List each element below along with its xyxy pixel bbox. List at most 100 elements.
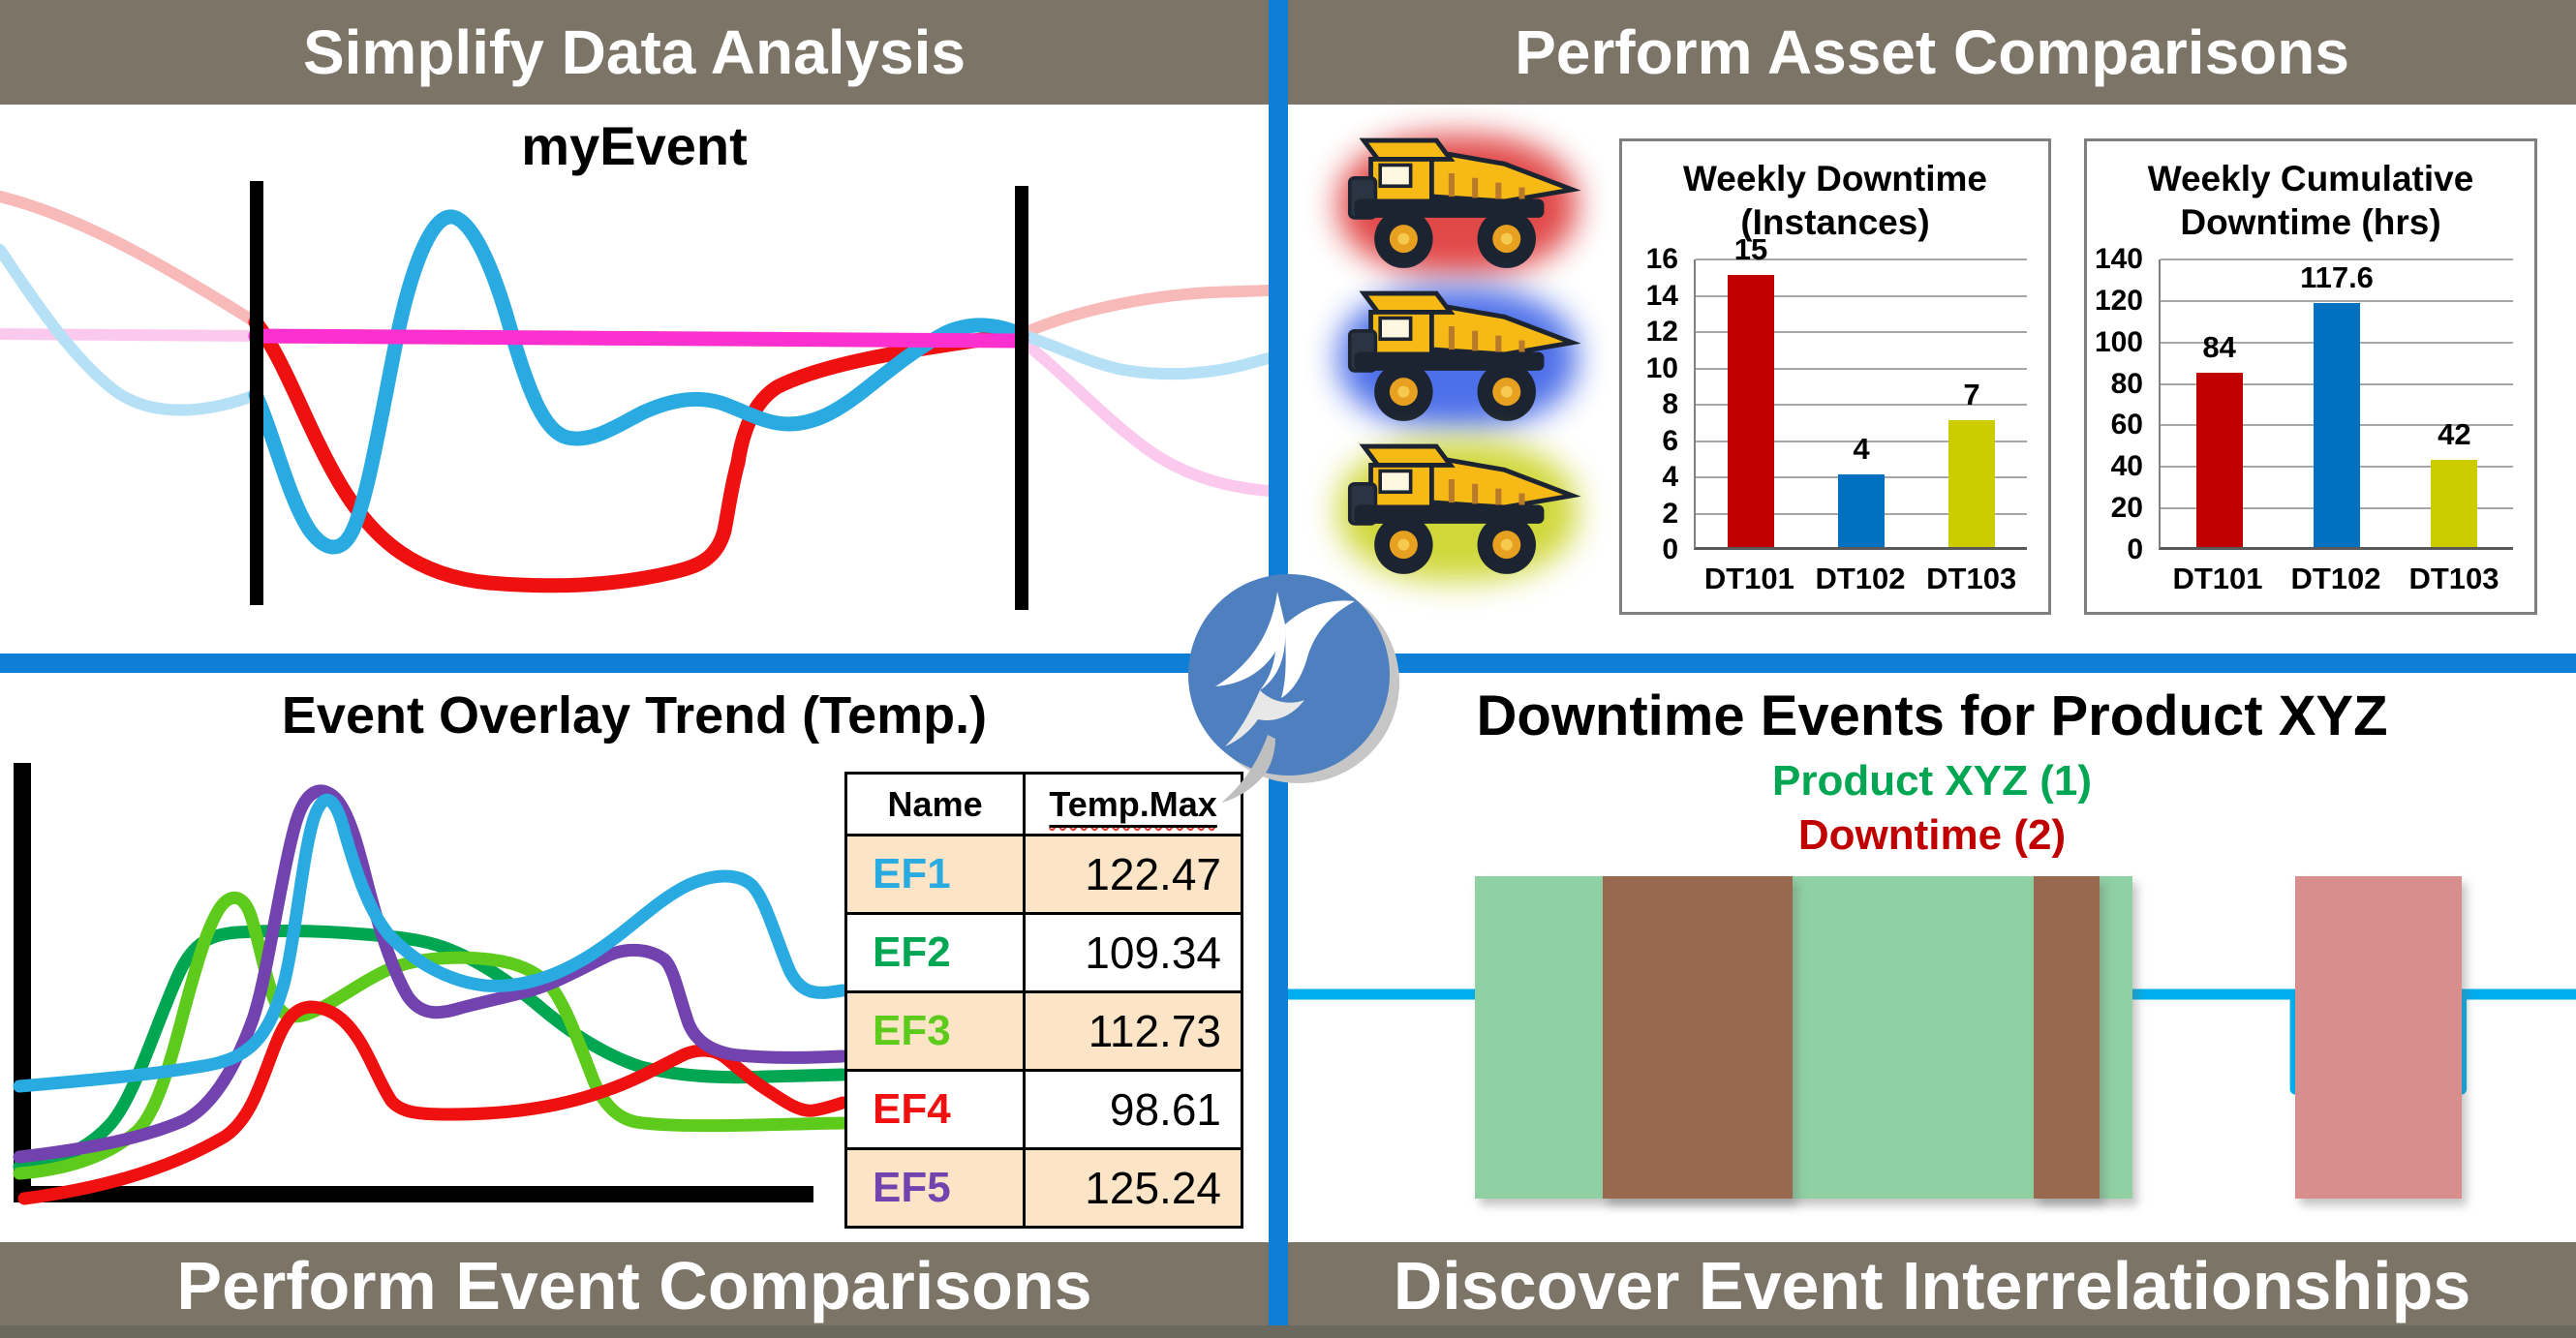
event-start-marker bbox=[250, 181, 263, 605]
product-run-region bbox=[1474, 876, 2133, 1199]
y-tick-label: 40 bbox=[2110, 450, 2143, 483]
downtime-timeline bbox=[1288, 871, 2576, 1230]
event-name: EF1 bbox=[843, 834, 1027, 915]
event-name: EF3 bbox=[843, 990, 1027, 1072]
table-row: EF1 122.47 bbox=[843, 834, 1243, 915]
x-tick-label: DT102 bbox=[2290, 562, 2381, 595]
bar-value-label: 42 bbox=[2438, 417, 2471, 451]
bar-DT102 bbox=[2314, 303, 2360, 547]
y-tick-label: 6 bbox=[1662, 424, 1678, 457]
plot-area: 84 117.6 42 bbox=[2159, 258, 2513, 550]
asset-truck-2 bbox=[1329, 282, 1586, 434]
y-tick-label: 14 bbox=[1645, 279, 1678, 312]
bar-DT102 bbox=[1838, 474, 1885, 547]
table-row: EF5 125.24 bbox=[843, 1147, 1243, 1229]
temp-max-value: 98.61 bbox=[1023, 1069, 1243, 1150]
gridline bbox=[1696, 331, 2027, 333]
gridline bbox=[2161, 258, 2513, 260]
y-axis: 0 2 4 6 8 10 12 14 16 bbox=[1632, 243, 1686, 565]
table-row: EF2 109.34 bbox=[843, 912, 1243, 993]
event-name: EF4 bbox=[843, 1069, 1027, 1150]
downtime-region bbox=[2295, 876, 2462, 1199]
x-axis-labels: DT101 DT102 DT103 bbox=[2159, 562, 2513, 596]
y-tick-label: 120 bbox=[2094, 284, 2143, 317]
column-header-temp-max: Temp.Max bbox=[1023, 772, 1243, 836]
gridline bbox=[2161, 299, 2513, 302]
event-overlay-trend-chart bbox=[13, 763, 849, 1205]
event-results-table: Name Temp.Max EF1 122.47 EF2 109.34 EF3 … bbox=[843, 772, 1243, 1229]
gridline bbox=[1696, 258, 2027, 260]
weekly-cumulative-downtime-chart: Weekly Cumulative Downtime (hrs) 0 20 40 60 8… bbox=[2084, 138, 2537, 615]
header-title: Simplify Data Analysis bbox=[302, 17, 966, 87]
downtime-overlap-region bbox=[1602, 876, 1794, 1199]
bar-DT103 bbox=[1948, 419, 1995, 547]
brand-logo bbox=[1188, 574, 1399, 803]
asset-truck-1 bbox=[1329, 129, 1586, 281]
asset-truck-3 bbox=[1329, 435, 1586, 587]
bar-value-label: 4 bbox=[1853, 432, 1870, 466]
header-title: Perform Asset Comparisons bbox=[1515, 17, 2349, 87]
x-axis-line bbox=[14, 1186, 813, 1202]
y-axis-line bbox=[14, 763, 31, 1201]
downtime-events-chart-title: Downtime Events for Product XYZ bbox=[1476, 684, 2388, 747]
y-tick-label: 20 bbox=[2110, 492, 2143, 525]
bar-DT101 bbox=[1727, 274, 1774, 547]
bottom-accent-strip bbox=[0, 1325, 2576, 1338]
gridline bbox=[1696, 367, 2027, 370]
y-tick-label: 100 bbox=[2094, 325, 2143, 358]
x-axis-labels: DT101 DT102 DT103 bbox=[1694, 562, 2027, 596]
bar-DT103 bbox=[2431, 460, 2478, 547]
y-tick-label: 140 bbox=[2094, 243, 2143, 275]
event-name: EF5 bbox=[843, 1147, 1027, 1229]
y-axis: 0 20 40 60 80 100 120 140 bbox=[2094, 243, 2151, 565]
bar-value-label: 84 bbox=[2202, 330, 2236, 364]
x-tick-label: DT102 bbox=[1815, 562, 1906, 595]
y-tick-label: 4 bbox=[1662, 461, 1678, 493]
temp-max-value: 122.47 bbox=[1023, 834, 1243, 915]
temp-max-value: 125.24 bbox=[1023, 1147, 1243, 1229]
bar-DT101 bbox=[2195, 373, 2243, 547]
table-row: EF4 98.61 bbox=[843, 1069, 1243, 1150]
gridline bbox=[1696, 294, 2027, 297]
table-header-row: Name Temp.Max bbox=[843, 772, 1243, 836]
y-tick-label: 12 bbox=[1645, 316, 1678, 348]
event-name: EF2 bbox=[843, 912, 1027, 993]
gridline bbox=[1696, 404, 2027, 406]
x-tick-label: DT103 bbox=[1926, 562, 2017, 595]
chart-title: Weekly Downtime (Instances) bbox=[1683, 159, 1987, 243]
dump-truck-icon bbox=[1329, 129, 1586, 281]
event-overlay-chart-title: Event Overlay Trend (Temp.) bbox=[281, 686, 988, 745]
downtime-overlap-region bbox=[2034, 876, 2100, 1199]
dump-truck-icon bbox=[1329, 282, 1586, 434]
bar-value-label: 7 bbox=[1963, 377, 1980, 411]
bar-value-label: 15 bbox=[1733, 231, 1768, 266]
y-tick-label: 0 bbox=[1662, 533, 1678, 565]
weekly-downtime-instances-chart: Weekly Downtime (Instances) 0 2 4 6 8 10 12 14 16… bbox=[1619, 138, 2051, 615]
footer-discover-event-interrelationships: Discover Event Interrelationships bbox=[1288, 1242, 2576, 1338]
temp-max-value: 109.34 bbox=[1023, 912, 1243, 993]
chart-title: Weekly Cumulative Downtime (hrs) bbox=[2147, 159, 2474, 243]
table-row: EF3 112.73 bbox=[843, 990, 1243, 1072]
header-simplify-data-analysis: Simplify Data Analysis bbox=[0, 0, 1269, 105]
legend-downtime: Downtime (2) bbox=[1797, 811, 2067, 859]
y-tick-label: 10 bbox=[1645, 351, 1678, 384]
y-tick-label: 0 bbox=[2127, 533, 2143, 565]
y-tick-label: 8 bbox=[1662, 388, 1678, 420]
y-tick-label: 16 bbox=[1645, 243, 1678, 275]
y-tick-label: 80 bbox=[2110, 367, 2143, 400]
footer-perform-event-comparisons: Perform Event Comparisons bbox=[0, 1242, 1269, 1338]
temp-max-value: 112.73 bbox=[1023, 990, 1243, 1072]
y-tick-label: 60 bbox=[2110, 409, 2143, 441]
event-end-marker bbox=[1015, 186, 1028, 610]
footer-title: Discover Event Interrelationships bbox=[1393, 1247, 2471, 1323]
myevent-trend-chart bbox=[0, 181, 1269, 610]
column-header-name: Name bbox=[843, 772, 1027, 836]
gridline bbox=[1696, 440, 2027, 442]
x-tick-label: DT101 bbox=[1703, 562, 1794, 595]
footer-title: Perform Event Comparisons bbox=[176, 1247, 1092, 1323]
bar-value-label: 117.6 bbox=[2300, 260, 2374, 294]
x-tick-label: DT101 bbox=[2172, 562, 2263, 595]
x-tick-label: DT103 bbox=[2408, 562, 2499, 595]
plot-area: 15 4 7 bbox=[1694, 232, 2027, 550]
